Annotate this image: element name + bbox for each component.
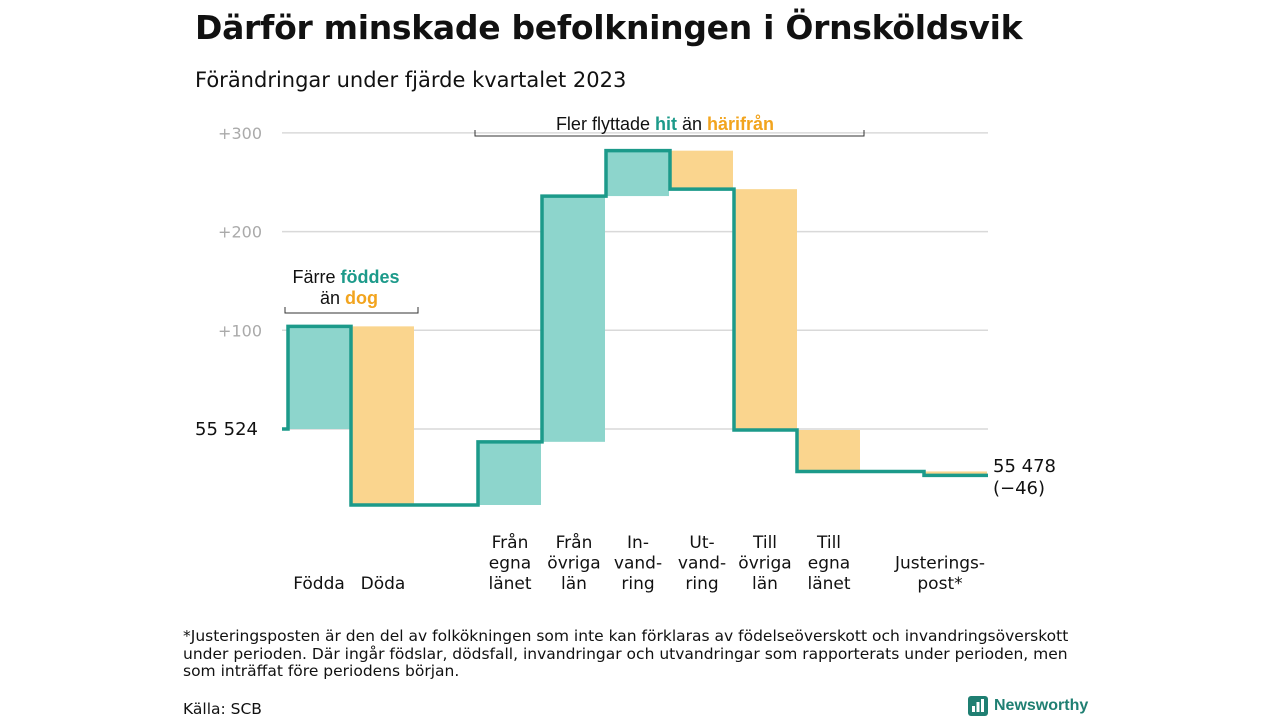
migration-annotation: Fler flyttade hit än härifrån: [556, 114, 774, 134]
bar-7: [670, 150, 733, 190]
x-category-label: post*: [917, 574, 962, 594]
x-category-label: ring: [621, 574, 654, 594]
x-category-label: vand-: [614, 554, 662, 574]
chart-subtitle: Förändringar under fjärde kvartalet 2023: [195, 68, 627, 92]
bar-chart-icon: [968, 696, 988, 716]
y-tick-label: +200: [218, 223, 262, 242]
start-value-label: 55 524: [195, 419, 258, 440]
source: Källa: SCB: [183, 700, 262, 718]
births-bracket: [284, 307, 419, 314]
x-category-label: övriga: [547, 554, 600, 574]
bar-2: [351, 326, 414, 505]
y-tick-label: +100: [218, 321, 262, 340]
bar-11: [924, 471, 987, 476]
x-category-label: egna: [808, 554, 850, 574]
y-tick-label: +300: [218, 124, 262, 143]
end-value-label: 55 478: [993, 456, 1056, 477]
x-category-label: vand-: [678, 554, 726, 574]
footnote: *Justeringsposten är den del av folkökni…: [183, 627, 1069, 680]
bar-9: [797, 429, 860, 472]
x-category-label: övriga: [738, 554, 791, 574]
x-category-label: Från: [556, 532, 593, 553]
x-category-label: Justerings-: [894, 554, 985, 574]
chart-title: Därför minskade befolkningen i Örnskölds…: [195, 8, 1023, 47]
brand-logo: Newsworthy: [968, 696, 1088, 716]
x-category-label: Födda: [293, 574, 345, 594]
bar-4: [478, 441, 541, 505]
x-category-label: Döda: [361, 574, 406, 594]
migration-bracket: [474, 130, 865, 137]
end-change-label: (−46): [993, 478, 1045, 499]
x-category-label: länet: [488, 574, 531, 594]
x-category-label: län: [752, 574, 778, 594]
x-category-label: ring: [685, 574, 718, 594]
bar-1: [288, 326, 351, 429]
x-category-label: Till: [816, 533, 841, 553]
bar-8: [734, 189, 797, 430]
x-category-label: länet: [807, 574, 850, 594]
x-category-label: egna: [489, 554, 531, 574]
x-category-label: Till: [752, 533, 777, 553]
births-annotation-line1: Färre föddes: [292, 267, 399, 287]
x-category-label: Från: [492, 532, 529, 553]
births-annotation-line2: än dog: [320, 288, 378, 308]
x-category-label: In-: [627, 533, 649, 553]
series-line: [282, 148, 988, 507]
bar-6: [606, 150, 669, 197]
brand-name: Newsworthy: [994, 697, 1089, 714]
x-category-label: län: [561, 574, 587, 594]
bar-5: [542, 196, 605, 442]
x-category-label: Ut-: [689, 533, 714, 553]
